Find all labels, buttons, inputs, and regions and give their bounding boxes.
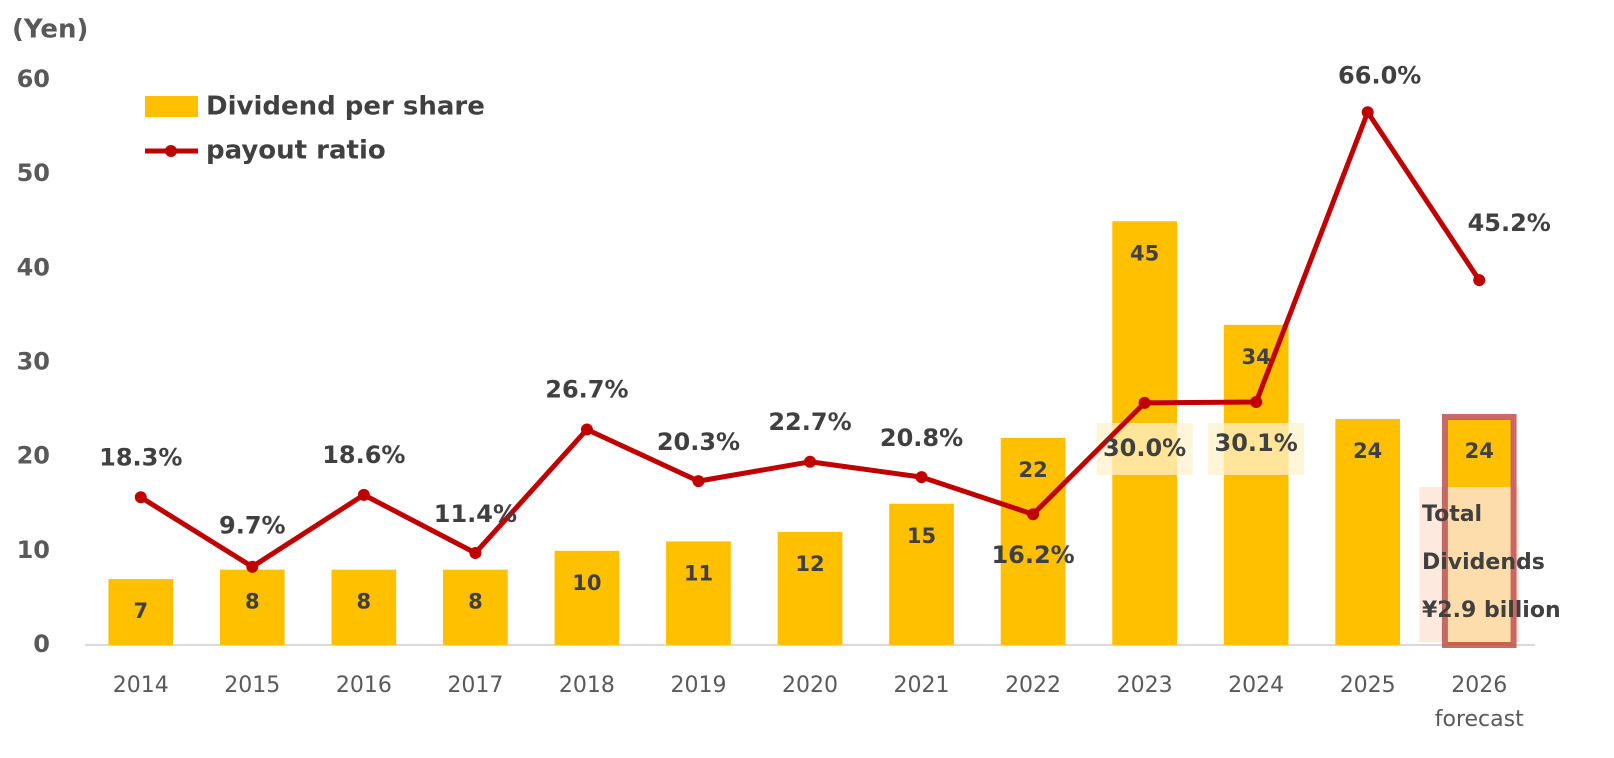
bar — [554, 550, 620, 645]
annotation: ¥2.9 billion — [1422, 598, 1561, 623]
annotation-box — [1419, 487, 1520, 642]
x-tick-label: 2017 — [447, 673, 503, 698]
payout-label: 30.1% — [1215, 429, 1298, 457]
payout-point — [469, 546, 482, 559]
payout-point — [246, 560, 259, 573]
y-tick-label: 0 — [33, 630, 50, 658]
x-tick-label: 2024 — [1228, 673, 1284, 698]
x-tick-label: 2018 — [559, 673, 615, 698]
bar-label: 11 — [684, 561, 713, 585]
payout-label: 11.4% — [434, 500, 517, 528]
bar-label: 24 — [1465, 439, 1494, 463]
payout-label: 9.7% — [219, 512, 286, 540]
x-tick-label: 2015 — [224, 673, 280, 698]
legend-label: Dividend per share — [206, 92, 485, 122]
x-tick-label: 2016 — [336, 673, 392, 698]
payout-label: 26.7% — [545, 375, 628, 403]
legend-label: payout ratio — [206, 136, 386, 166]
bar — [331, 569, 397, 645]
x-tick-label: 2026 — [1451, 673, 1507, 698]
payout-label: 16.2% — [991, 541, 1074, 569]
bar-label: 22 — [1018, 458, 1047, 482]
bar — [1335, 419, 1401, 645]
label-highlight — [1208, 423, 1305, 475]
payout-label: 30.0% — [1103, 434, 1186, 462]
payout-label: 22.7% — [768, 408, 851, 436]
y-tick-label: 30 — [17, 348, 50, 376]
payout-point — [692, 475, 705, 488]
x-tick-note: forecast — [1435, 707, 1524, 732]
legend-dot — [165, 145, 177, 157]
payout-point — [1361, 106, 1374, 119]
payout-point — [134, 491, 147, 504]
payout-point — [804, 455, 816, 468]
x-tick-label: 2020 — [782, 673, 838, 698]
x-tick-label: 2019 — [670, 673, 726, 698]
payout-point — [1473, 274, 1486, 287]
payout-label: 20.3% — [657, 428, 740, 456]
x-tick-label: 2022 — [1005, 673, 1061, 698]
payout-label: 18.3% — [99, 443, 182, 471]
bar-label: 7 — [133, 599, 148, 623]
payout-point — [580, 423, 593, 436]
y-tick-label: 20 — [17, 442, 50, 470]
y-tick-label: 50 — [17, 159, 50, 187]
bar-label: 8 — [245, 590, 260, 614]
payout-label: 66.0% — [1338, 61, 1421, 89]
bar-label: 10 — [572, 571, 601, 595]
payout-point — [1027, 508, 1040, 521]
payout-point — [1138, 396, 1151, 409]
y-tick-label: 60 — [17, 65, 50, 93]
bar-label: 8 — [357, 590, 372, 614]
bar-label: 8 — [468, 590, 483, 614]
forecast-outline — [1441, 414, 1517, 648]
bar — [889, 503, 954, 645]
bar-label: 45 — [1130, 241, 1159, 265]
bar — [108, 579, 174, 645]
annotation: Dividends — [1422, 550, 1545, 575]
payout-label: 18.6% — [322, 441, 405, 469]
annotation: Total — [1422, 502, 1482, 527]
bar-label: 24 — [1353, 439, 1382, 463]
x-tick-label: 2023 — [1117, 673, 1173, 698]
x-tick-label: 2021 — [894, 673, 950, 698]
bar-label: 34 — [1242, 345, 1271, 369]
bar — [1223, 324, 1289, 645]
legend-swatch — [145, 96, 198, 117]
bar-label: 15 — [907, 524, 936, 548]
bar — [777, 532, 843, 645]
y-axis-title: (Yen) — [12, 15, 88, 45]
payout-point — [1250, 396, 1263, 409]
bar — [1000, 437, 1066, 645]
y-tick-label: 40 — [17, 253, 50, 281]
payout-point — [915, 471, 928, 484]
bar — [666, 541, 731, 645]
payout-label: 45.2% — [1468, 209, 1551, 237]
bar-label: 12 — [795, 552, 824, 576]
payout-point — [357, 488, 370, 501]
payout-label: 20.8% — [880, 424, 963, 452]
y-tick-label: 10 — [17, 536, 50, 564]
x-tick-label: 2025 — [1340, 673, 1396, 698]
x-tick-label: 2014 — [113, 673, 169, 698]
bar — [219, 569, 285, 645]
bar — [443, 569, 508, 645]
